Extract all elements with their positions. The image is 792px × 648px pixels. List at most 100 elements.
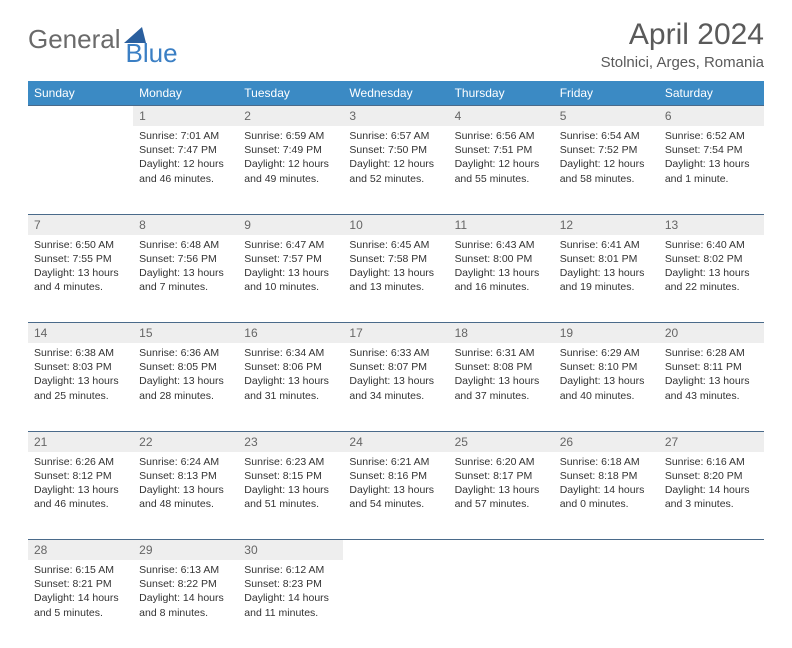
daylight-line: Daylight: 14 hours and 8 minutes. xyxy=(139,591,232,619)
daylight-line: Daylight: 13 hours and 51 minutes. xyxy=(244,483,337,511)
day-cell: Sunrise: 6:15 AMSunset: 8:21 PMDaylight:… xyxy=(28,560,133,648)
content-row: Sunrise: 6:26 AMSunset: 8:12 PMDaylight:… xyxy=(28,452,764,540)
day-header-row: SundayMondayTuesdayWednesdayThursdayFrid… xyxy=(28,81,764,106)
sunset-line: Sunset: 8:12 PM xyxy=(34,469,127,483)
day-number: 22 xyxy=(133,431,238,452)
day-number: 17 xyxy=(343,323,448,344)
day-cell: Sunrise: 6:45 AMSunset: 7:58 PMDaylight:… xyxy=(343,235,448,323)
daylight-line: Daylight: 13 hours and 48 minutes. xyxy=(139,483,232,511)
day-number: 29 xyxy=(133,540,238,561)
day-cell: Sunrise: 6:52 AMSunset: 7:54 PMDaylight:… xyxy=(659,126,764,214)
day-number: 20 xyxy=(659,323,764,344)
daylight-line: Daylight: 12 hours and 46 minutes. xyxy=(139,157,232,185)
logo: General Blue xyxy=(28,24,198,55)
sunset-line: Sunset: 7:50 PM xyxy=(349,143,442,157)
day-number: 11 xyxy=(449,214,554,235)
daylight-line: Daylight: 14 hours and 3 minutes. xyxy=(665,483,758,511)
day-header: Friday xyxy=(554,81,659,106)
sunrise-line: Sunrise: 6:29 AM xyxy=(560,346,653,360)
daynum-row: 21222324252627 xyxy=(28,431,764,452)
day-number: 13 xyxy=(659,214,764,235)
sunrise-line: Sunrise: 6:57 AM xyxy=(349,129,442,143)
day-cell: Sunrise: 6:29 AMSunset: 8:10 PMDaylight:… xyxy=(554,343,659,431)
sunrise-line: Sunrise: 6:34 AM xyxy=(244,346,337,360)
logo-text-blue: Blue xyxy=(126,38,178,69)
sunrise-line: Sunrise: 6:26 AM xyxy=(34,455,127,469)
day-number: 14 xyxy=(28,323,133,344)
daylight-line: Daylight: 13 hours and 34 minutes. xyxy=(349,374,442,402)
day-number: 26 xyxy=(554,431,659,452)
daynum-row: 282930 xyxy=(28,540,764,561)
day-cell: Sunrise: 6:40 AMSunset: 8:02 PMDaylight:… xyxy=(659,235,764,323)
daylight-line: Daylight: 12 hours and 49 minutes. xyxy=(244,157,337,185)
sunset-line: Sunset: 8:06 PM xyxy=(244,360,337,374)
sunrise-line: Sunrise: 6:54 AM xyxy=(560,129,653,143)
day-number xyxy=(554,540,659,561)
location: Stolnici, Arges, Romania xyxy=(601,54,764,71)
day-number: 25 xyxy=(449,431,554,452)
daylight-line: Daylight: 14 hours and 11 minutes. xyxy=(244,591,337,619)
day-cell: Sunrise: 6:18 AMSunset: 8:18 PMDaylight:… xyxy=(554,452,659,540)
day-number: 18 xyxy=(449,323,554,344)
daylight-line: Daylight: 13 hours and 43 minutes. xyxy=(665,374,758,402)
day-cell: Sunrise: 6:34 AMSunset: 8:06 PMDaylight:… xyxy=(238,343,343,431)
daylight-line: Daylight: 14 hours and 5 minutes. xyxy=(34,591,127,619)
sunrise-line: Sunrise: 6:36 AM xyxy=(139,346,232,360)
sunset-line: Sunset: 8:20 PM xyxy=(665,469,758,483)
sunrise-line: Sunrise: 6:50 AM xyxy=(34,238,127,252)
daylight-line: Daylight: 12 hours and 55 minutes. xyxy=(455,157,548,185)
day-number: 10 xyxy=(343,214,448,235)
day-number xyxy=(449,540,554,561)
day-header: Saturday xyxy=(659,81,764,106)
day-cell: Sunrise: 6:59 AMSunset: 7:49 PMDaylight:… xyxy=(238,126,343,214)
sunrise-line: Sunrise: 6:41 AM xyxy=(560,238,653,252)
sunset-line: Sunset: 8:08 PM xyxy=(455,360,548,374)
daylight-line: Daylight: 13 hours and 10 minutes. xyxy=(244,266,337,294)
daylight-line: Daylight: 13 hours and 4 minutes. xyxy=(34,266,127,294)
daylight-line: Daylight: 13 hours and 46 minutes. xyxy=(34,483,127,511)
sunrise-line: Sunrise: 6:16 AM xyxy=(665,455,758,469)
day-cell xyxy=(659,560,764,648)
logo-text-general: General xyxy=(28,24,121,55)
sunset-line: Sunset: 8:17 PM xyxy=(455,469,548,483)
sunset-line: Sunset: 8:01 PM xyxy=(560,252,653,266)
sunrise-line: Sunrise: 6:24 AM xyxy=(139,455,232,469)
day-number xyxy=(343,540,448,561)
sunrise-line: Sunrise: 6:59 AM xyxy=(244,129,337,143)
sunrise-line: Sunrise: 6:47 AM xyxy=(244,238,337,252)
day-header: Tuesday xyxy=(238,81,343,106)
month-title: April 2024 xyxy=(601,18,764,52)
sunset-line: Sunset: 8:10 PM xyxy=(560,360,653,374)
sunrise-line: Sunrise: 6:28 AM xyxy=(665,346,758,360)
sunset-line: Sunset: 7:49 PM xyxy=(244,143,337,157)
day-number: 8 xyxy=(133,214,238,235)
daylight-line: Daylight: 13 hours and 22 minutes. xyxy=(665,266,758,294)
sunset-line: Sunset: 7:58 PM xyxy=(349,252,442,266)
content-row: Sunrise: 7:01 AMSunset: 7:47 PMDaylight:… xyxy=(28,126,764,214)
day-cell: Sunrise: 6:38 AMSunset: 8:03 PMDaylight:… xyxy=(28,343,133,431)
content-row: Sunrise: 6:38 AMSunset: 8:03 PMDaylight:… xyxy=(28,343,764,431)
sunset-line: Sunset: 8:21 PM xyxy=(34,577,127,591)
day-cell: Sunrise: 6:26 AMSunset: 8:12 PMDaylight:… xyxy=(28,452,133,540)
daylight-line: Daylight: 13 hours and 16 minutes. xyxy=(455,266,548,294)
sunrise-line: Sunrise: 6:52 AM xyxy=(665,129,758,143)
daylight-line: Daylight: 12 hours and 58 minutes. xyxy=(560,157,653,185)
day-cell: Sunrise: 6:36 AMSunset: 8:05 PMDaylight:… xyxy=(133,343,238,431)
day-number: 2 xyxy=(238,106,343,127)
daylight-line: Daylight: 13 hours and 13 minutes. xyxy=(349,266,442,294)
sunrise-line: Sunrise: 6:23 AM xyxy=(244,455,337,469)
calendar-table: SundayMondayTuesdayWednesdayThursdayFrid… xyxy=(28,81,764,648)
day-cell: Sunrise: 6:56 AMSunset: 7:51 PMDaylight:… xyxy=(449,126,554,214)
sunrise-line: Sunrise: 6:20 AM xyxy=(455,455,548,469)
daylight-line: Daylight: 13 hours and 25 minutes. xyxy=(34,374,127,402)
sunset-line: Sunset: 7:57 PM xyxy=(244,252,337,266)
day-cell: Sunrise: 7:01 AMSunset: 7:47 PMDaylight:… xyxy=(133,126,238,214)
sunrise-line: Sunrise: 6:40 AM xyxy=(665,238,758,252)
day-number xyxy=(659,540,764,561)
sunset-line: Sunset: 8:07 PM xyxy=(349,360,442,374)
sunset-line: Sunset: 7:52 PM xyxy=(560,143,653,157)
day-number: 30 xyxy=(238,540,343,561)
day-number: 12 xyxy=(554,214,659,235)
day-cell: Sunrise: 6:21 AMSunset: 8:16 PMDaylight:… xyxy=(343,452,448,540)
sunset-line: Sunset: 8:23 PM xyxy=(244,577,337,591)
